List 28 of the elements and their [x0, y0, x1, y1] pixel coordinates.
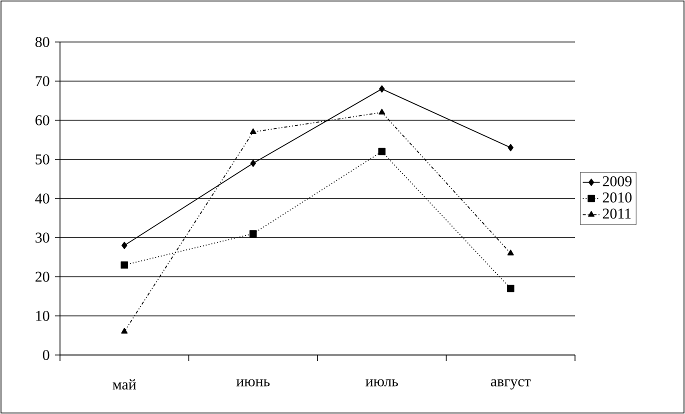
y-tick-label: 10: [36, 310, 50, 321]
y-tick-label: 30: [36, 232, 50, 243]
legend-label: 2010: [602, 192, 632, 202]
legend-label: 2011: [602, 208, 631, 219]
x-tick-label: август: [490, 379, 531, 390]
y-tick-label: 20: [36, 272, 50, 282]
legend-label: 2009: [602, 176, 632, 186]
point: [121, 328, 128, 334]
point: [508, 144, 514, 152]
x-tick-label: июнь: [236, 379, 270, 386]
point: [250, 128, 256, 134]
point: [506, 284, 514, 292]
point: [122, 242, 128, 250]
point: [379, 85, 385, 93]
y-tick-label: 50: [36, 154, 50, 164]
point: [250, 160, 256, 167]
x-tick-label: май: [112, 379, 136, 390]
y-tick-label: 40: [35, 193, 50, 204]
point: [249, 230, 257, 238]
x-tick-label: июль: [366, 379, 398, 386]
y-tick-label: 70: [36, 76, 50, 86]
point: [378, 148, 386, 156]
y-tick-label: 0: [42, 350, 50, 360]
y-tick-label: 60: [36, 115, 50, 126]
point: [378, 108, 386, 114]
y-tick-label: 80: [35, 36, 50, 48]
point: [507, 250, 514, 256]
point: [120, 261, 128, 269]
